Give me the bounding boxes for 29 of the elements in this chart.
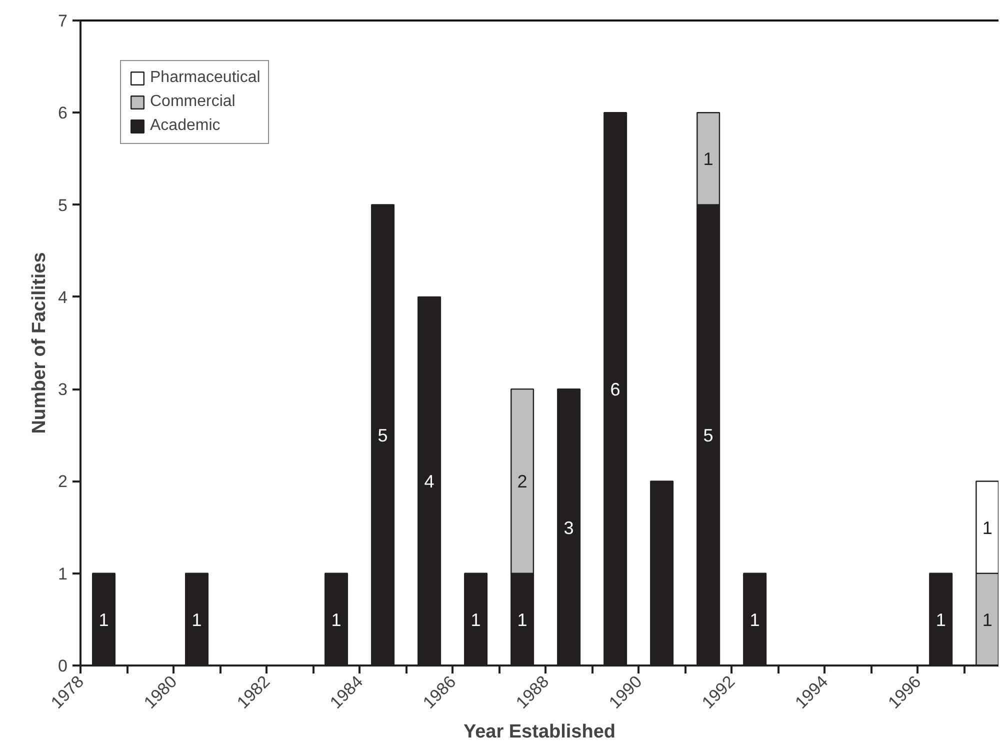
y-tick-label: 2 — [58, 472, 68, 492]
y-tick-label: 4 — [58, 288, 68, 307]
data-label: 1 — [703, 149, 714, 170]
data-label: 1 — [470, 610, 481, 630]
data-label: 4 — [424, 472, 434, 492]
data-label: 1 — [192, 610, 202, 630]
data-label: 6 — [610, 380, 620, 400]
data-label: 5 — [703, 426, 714, 446]
y-tick-label: 3 — [58, 380, 68, 400]
y-tick-label: 6 — [58, 104, 68, 123]
y-axis-title: Number of Facilities — [29, 252, 50, 434]
y-tick-label: 0 — [58, 656, 68, 676]
data-label: 1 — [750, 610, 760, 630]
y-tick-label: 7 — [58, 12, 68, 30]
y-tick-label: 5 — [58, 196, 68, 215]
legend-label: Commercial — [150, 93, 236, 111]
data-label: 1 — [517, 610, 528, 630]
x-axis-title: Year Established — [463, 722, 616, 743]
data-label: 1 — [982, 610, 992, 630]
data-label: 2 — [517, 472, 528, 492]
y-tick-label: 1 — [58, 564, 68, 584]
data-label: 5 — [378, 426, 388, 446]
data-label: 1 — [98, 610, 109, 630]
legend-label: Pharmaceutical — [150, 69, 260, 87]
legend-label: Academic — [150, 117, 220, 135]
data-label: 3 — [564, 518, 574, 538]
data-label: 1 — [331, 610, 342, 630]
data-label: 1 — [936, 610, 946, 630]
data-label: 1 — [982, 518, 992, 538]
